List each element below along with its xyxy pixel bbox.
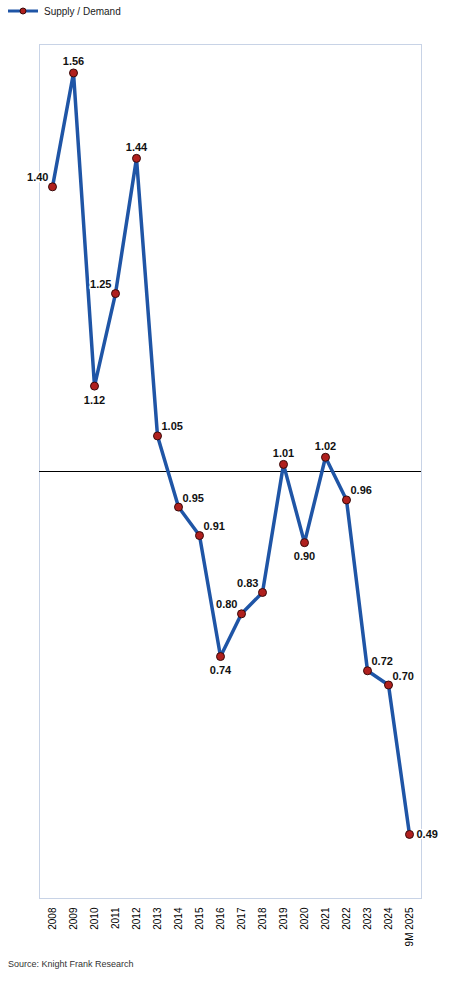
svg-text:1.05: 1.05: [162, 420, 183, 432]
svg-text:2013: 2013: [152, 907, 163, 930]
svg-text:2018: 2018: [257, 907, 268, 930]
svg-text:1.25: 1.25: [90, 278, 111, 290]
svg-text:1.56: 1.56: [63, 55, 84, 67]
svg-text:0.70: 0.70: [393, 670, 414, 682]
svg-text:2014: 2014: [173, 907, 184, 930]
svg-text:2008: 2008: [47, 907, 58, 930]
svg-text:0.96: 0.96: [351, 484, 372, 496]
svg-text:0.72: 0.72: [372, 655, 393, 667]
svg-text:0.95: 0.95: [183, 492, 204, 504]
svg-text:2021: 2021: [320, 907, 331, 930]
svg-text:2009: 2009: [68, 907, 79, 930]
svg-text:1.01: 1.01: [273, 447, 294, 459]
svg-text:0.90: 0.90: [294, 550, 315, 562]
svg-text:2010: 2010: [89, 907, 100, 930]
svg-text:1.02: 1.02: [315, 440, 336, 452]
svg-text:2017: 2017: [236, 907, 247, 930]
svg-text:1.40: 1.40: [27, 171, 48, 183]
svg-text:2023: 2023: [362, 907, 373, 930]
html-text:Supply / Demand: Supply / Demand: [44, 5, 121, 17]
svg-text:2020: 2020: [299, 907, 310, 930]
svg-text:2016: 2016: [215, 907, 226, 930]
svg-text:2022: 2022: [341, 907, 352, 930]
svg-text:2011: 2011: [110, 907, 121, 929]
svg-text:0.83: 0.83: [237, 577, 258, 589]
svg-text:2019: 2019: [278, 907, 289, 930]
html-text:Source: Knight Frank Research: Source: Knight Frank Research: [8, 959, 134, 969]
svg-text:2015: 2015: [194, 907, 205, 930]
svg-text:9M 2025: 9M 2025: [404, 907, 415, 946]
svg-text:2024: 2024: [383, 907, 394, 930]
svg-text:1.44: 1.44: [126, 141, 148, 153]
svg-text:1.12: 1.12: [84, 394, 105, 406]
svg-text:0.91: 0.91: [204, 520, 225, 532]
svg-text:0.80: 0.80: [216, 598, 237, 610]
svg-text:2012: 2012: [131, 907, 142, 930]
svg-text:0.74: 0.74: [210, 664, 232, 676]
svg-text:0.49: 0.49: [417, 828, 438, 840]
